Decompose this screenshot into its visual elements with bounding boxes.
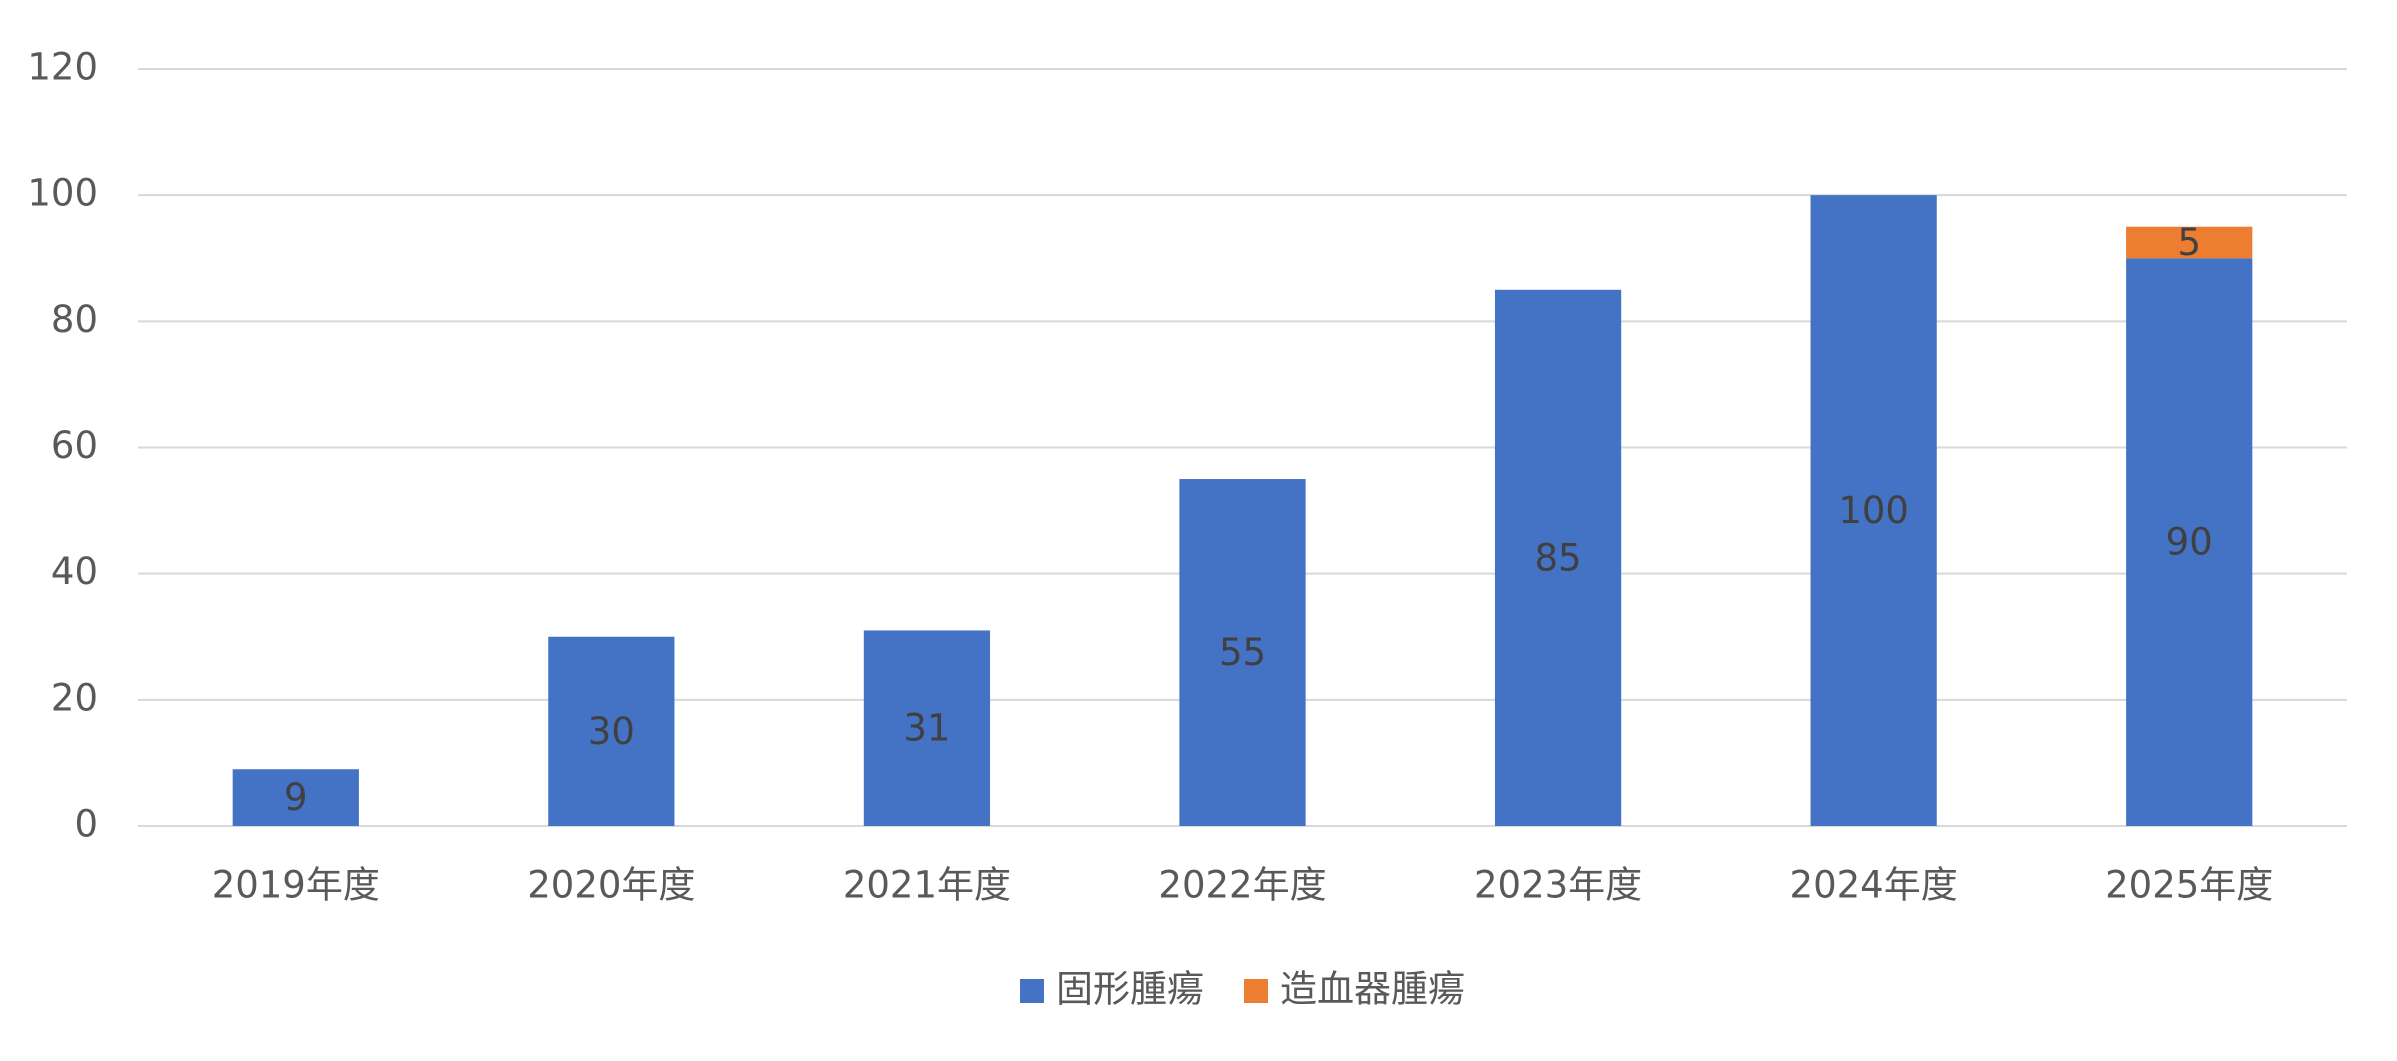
bar-segment bbox=[1179, 479, 1306, 826]
x-tick-label: 2025年度 bbox=[2105, 864, 2273, 907]
y-tick-label: 20 bbox=[51, 676, 98, 719]
x-tick-label: 2024年度 bbox=[1790, 864, 1958, 907]
legend-swatch bbox=[1244, 979, 1268, 1003]
data-label: 90 bbox=[2166, 521, 2213, 564]
data-label: 31 bbox=[903, 707, 950, 750]
x-tick-label: 2023年度 bbox=[1474, 864, 1642, 907]
y-tick-label: 100 bbox=[27, 172, 98, 215]
legend-label: 固形腫瘍 bbox=[1056, 968, 1204, 1011]
data-label: 30 bbox=[588, 710, 635, 753]
legend-swatch bbox=[1020, 979, 1044, 1003]
bar-segment bbox=[548, 636, 675, 826]
x-tick-label: 2019年度 bbox=[212, 864, 380, 907]
bar-segment bbox=[232, 769, 359, 826]
data-label: 5 bbox=[2177, 221, 2201, 264]
legend-label: 造血器腫瘍 bbox=[1280, 968, 1465, 1011]
data-label: 55 bbox=[1219, 631, 1266, 674]
y-tick-label: 0 bbox=[74, 803, 98, 846]
bar-segment bbox=[1810, 195, 1937, 826]
data-label: 9 bbox=[284, 776, 308, 819]
y-tick-label: 60 bbox=[51, 424, 98, 467]
y-tick-label: 80 bbox=[51, 298, 98, 341]
x-tick-label: 2021年度 bbox=[843, 864, 1011, 907]
data-label: 100 bbox=[1838, 489, 1909, 532]
y-tick-label: 120 bbox=[27, 46, 98, 89]
data-label: 85 bbox=[1535, 536, 1582, 579]
y-tick-label: 40 bbox=[51, 550, 98, 593]
bar-segment bbox=[863, 630, 991, 826]
x-tick-label: 2022年度 bbox=[1158, 864, 1326, 907]
bar-segment bbox=[2126, 258, 2253, 826]
bar-segment bbox=[2126, 226, 2253, 259]
x-tick-label: 2020年度 bbox=[527, 864, 695, 907]
bar-segment bbox=[1494, 289, 1622, 827]
